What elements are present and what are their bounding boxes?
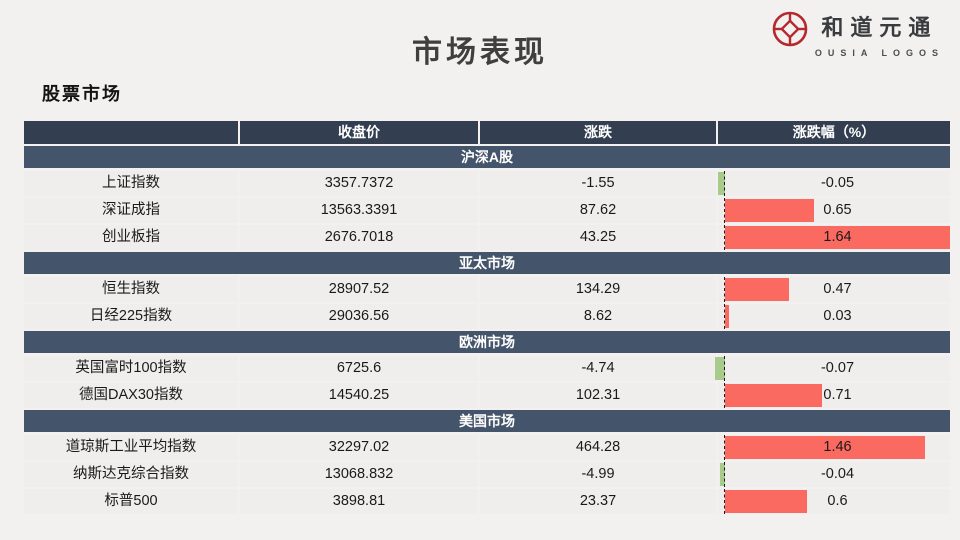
header-cell-close: 收盘价 [240,121,478,144]
close-price-cell: 29036.56 [240,304,478,329]
bar-baseline [724,277,725,302]
change-cell: 23.37 [480,489,716,514]
index-name-cell: 深证成指 [24,198,238,223]
logo-name-cn: 和道元通 [821,15,938,40]
logo-name-en: OUSIA LOGOS [814,48,944,58]
table-row: 创业板指 2676.7018 43.25 1.64 [24,225,950,250]
close-price-cell: 32297.02 [240,435,478,460]
bar-baseline [724,198,725,223]
negative-bar [715,357,725,380]
header-cell-pct: 涨跌幅（%） [718,121,950,144]
change-cell: 134.29 [480,277,716,302]
table-row: 纳斯达克综合指数 13068.832 -4.99 -0.04 [24,462,950,487]
pct-bar-cell: 0.03 [718,304,950,329]
coin-emblem-icon [772,11,808,47]
pct-value-label: 0.71 [823,387,852,403]
pct-value-label: -0.07 [820,360,855,376]
close-price-cell: 3357.7372 [240,171,478,196]
pct-value-label: 0.65 [823,202,852,218]
header-cell-name [24,121,238,144]
change-cell: -4.74 [480,356,716,381]
pct-value-label: 0.03 [823,308,852,324]
pct-value-label: 0.6 [827,493,848,509]
page-title: 市场表现 [412,36,548,69]
index-name-cell: 上证指数 [24,171,238,196]
positive-bar [725,490,808,513]
positive-bar [725,226,950,249]
change-cell: -4.99 [480,462,716,487]
pct-bar-cell: -0.05 [718,171,950,196]
change-cell: 464.28 [480,435,716,460]
pct-value-label: 0.47 [823,281,852,297]
pct-bar-cell: 0.65 [718,198,950,223]
close-price-cell: 3898.81 [240,489,478,514]
bar-baseline [724,356,725,381]
header-cell-change: 涨跌 [480,121,716,144]
table-row: 深证成指 13563.3391 87.62 0.65 [24,198,950,223]
table-row: 英国富时100指数 6725.6 -4.74 -0.07 [24,356,950,381]
bar-baseline [724,435,725,460]
index-name-cell: 恒生指数 [24,277,238,302]
table-row: 日经225指数 29036.56 8.62 0.03 [24,304,950,329]
index-name-cell: 纳斯达克综合指数 [24,462,238,487]
change-cell: 8.62 [480,304,716,329]
close-price-cell: 14540.25 [240,383,478,408]
section-heading: 股票市场 [42,84,122,104]
pct-bar-cell: -0.04 [718,462,950,487]
bar-baseline [724,304,725,329]
market-table: 收盘价 涨跌 涨跌幅（%） 沪深A股上证指数 3357.7372 -1.55 -0.0… [24,121,950,516]
bar-baseline [724,383,725,408]
change-cell: 43.25 [480,225,716,250]
change-cell: -1.55 [480,171,716,196]
pct-value-label: -0.05 [820,175,855,191]
close-price-cell: 2676.7018 [240,225,478,250]
positive-bar [725,384,823,407]
positive-bar [725,199,815,222]
close-price-cell: 13068.832 [240,462,478,487]
negative-bar [718,172,725,195]
bar-baseline [724,462,725,487]
table-header-row: 收盘价 涨跌 涨跌幅（%） [24,121,950,144]
table-row: 德国DAX30指数 14540.25 102.31 0.71 [24,383,950,408]
positive-bar [725,436,926,459]
section-band: 沪深A股 [24,146,950,168]
bar-baseline [724,225,725,250]
pct-bar-cell: 0.71 [718,383,950,408]
negative-bar [719,463,725,486]
close-price-cell: 28907.52 [240,277,478,302]
pct-bar-cell: -0.07 [715,356,950,381]
positive-bar [725,278,790,301]
pct-bar-cell: 0.6 [718,489,950,514]
index-name-cell: 英国富时100指数 [24,356,238,381]
table-row: 上证指数 3357.7372 -1.55 -0.05 [24,171,950,196]
index-name-cell: 道琼斯工业平均指数 [24,435,238,460]
pct-bar-cell: 0.47 [718,277,950,302]
section-band: 欧洲市场 [24,331,950,353]
table-row: 道琼斯工业平均指数 32297.02 464.28 1.46 [24,435,950,460]
positive-bar [725,305,730,328]
section-band: 美国市场 [24,410,950,432]
bar-baseline [724,171,725,196]
change-cell: 102.31 [480,383,716,408]
pct-value-label: 1.46 [823,439,852,455]
table-row: 标普500 3898.81 23.37 0.6 [24,489,950,514]
index-name-cell: 标普500 [24,489,238,514]
pct-value-label: -0.04 [820,466,855,482]
table-row: 恒生指数 28907.52 134.29 0.47 [24,277,950,302]
section-band: 亚太市场 [24,252,950,274]
pct-bar-cell: 1.64 [718,225,950,250]
bar-baseline [724,489,725,514]
index-name-cell: 德国DAX30指数 [24,383,238,408]
pct-bar-cell: 1.46 [718,435,950,460]
company-logo: 和道元通 OUSIA LOGOS [771,10,944,58]
pct-value-label: 1.64 [823,229,852,245]
index-name-cell: 创业板指 [24,225,238,250]
close-price-cell: 6725.6 [240,356,478,381]
index-name-cell: 日经225指数 [24,304,238,329]
change-cell: 87.62 [480,198,716,223]
close-price-cell: 13563.3391 [240,198,478,223]
